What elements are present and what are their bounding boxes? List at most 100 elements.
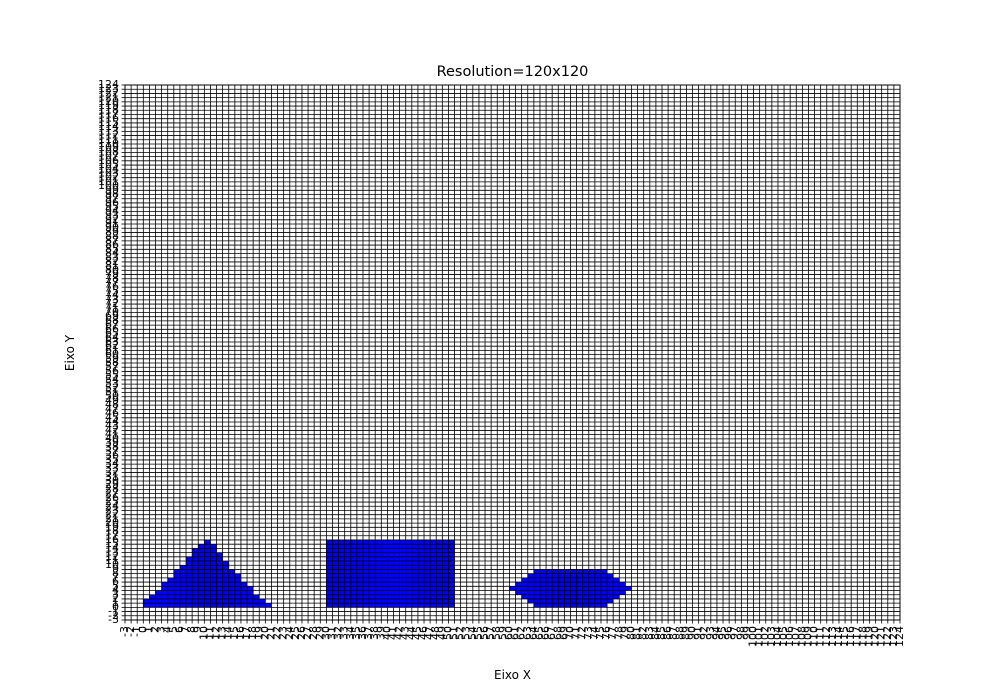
- y-tick-label: 5: [112, 579, 119, 592]
- x-tick-label: 40: [380, 626, 393, 640]
- y-tick-label: 119: [98, 99, 119, 112]
- x-tick-label: 30: [319, 626, 332, 640]
- x-tick-label: 28: [307, 626, 320, 640]
- y-tick-label: 74: [105, 289, 119, 302]
- y-tick-label: 122: [98, 86, 119, 99]
- x-tick-label: 24: [283, 626, 296, 640]
- x-axis-ticks: -3-2-10123456789101112131415161718192021…: [118, 620, 906, 647]
- y-tick-label: 37: [105, 444, 119, 457]
- y-tick-label: 79: [105, 268, 119, 281]
- y-tick-label: 120: [98, 95, 119, 108]
- x-tick-label: 95: [716, 626, 729, 640]
- y-tick-label: 100: [98, 179, 119, 192]
- y-tick-label: 91: [105, 217, 119, 230]
- y-tick-label: 117: [98, 107, 119, 120]
- x-tick-label: 117: [850, 626, 863, 647]
- x-tick-label: 62: [515, 626, 528, 640]
- x-tick-label: 99: [740, 626, 753, 640]
- x-tick-label: 81: [631, 626, 644, 640]
- x-tick-label: 22: [271, 626, 284, 640]
- y-tick-label: 32: [105, 466, 119, 479]
- x-tick-label: -2: [124, 626, 137, 637]
- x-tick-label: 37: [362, 626, 375, 640]
- y-tick-label: 28: [105, 482, 119, 495]
- y-tick-label: 57: [105, 360, 119, 373]
- y-tick-label: 85: [105, 242, 119, 255]
- x-tick-label: 72: [576, 626, 589, 640]
- x-tick-label: 100: [747, 626, 760, 647]
- x-tick-label: 79: [618, 626, 631, 640]
- y-tick-label: 50: [105, 390, 119, 403]
- x-tick-label: 84: [649, 626, 662, 640]
- x-tick-label: 115: [838, 626, 851, 647]
- x-tick-label: 46: [417, 626, 430, 640]
- x-tick-label: 55: [472, 626, 485, 640]
- x-tick-label: 44: [405, 626, 418, 640]
- x-tick-label: 124: [893, 626, 906, 647]
- y-tick-label: 44: [105, 415, 119, 428]
- y-tick-label: 7: [112, 571, 119, 584]
- x-tick-label: 87: [667, 626, 680, 640]
- y-tick-label: 114: [98, 120, 119, 133]
- x-tick-label: 122: [881, 626, 894, 647]
- y-tick-label: 24: [105, 499, 119, 512]
- x-tick-label: 80: [624, 626, 637, 640]
- x-tick-label: 13: [216, 626, 229, 640]
- x-tick-label: 60: [502, 626, 515, 640]
- y-tick-label: 96: [105, 196, 119, 209]
- y-tick-label: 36: [105, 449, 119, 462]
- y-tick-label: 42: [105, 423, 119, 436]
- x-tick-label: 12: [210, 626, 223, 640]
- y-tick-label: 70: [105, 305, 119, 318]
- x-tick-label: 86: [661, 626, 674, 640]
- y-tick-label: -1: [108, 605, 119, 618]
- y-tick-label: 118: [98, 103, 119, 116]
- y-tick-label: 62: [105, 339, 119, 352]
- x-tick-label: 109: [801, 626, 814, 647]
- x-tick-label: 110: [808, 626, 821, 647]
- y-tick-label: 31: [105, 470, 119, 483]
- y-tick-label: 23: [105, 503, 119, 516]
- y-tick-label: 19: [105, 520, 119, 533]
- y-tick-label: 90: [105, 221, 119, 234]
- y-tick-label: 41: [105, 428, 119, 441]
- triangle-cell-run: [143, 603, 272, 608]
- x-tick-label: 56: [478, 626, 491, 640]
- x-tick-label: 32: [332, 626, 345, 640]
- x-tick-label: 82: [637, 626, 650, 640]
- x-tick-label: 20: [258, 626, 271, 640]
- x-tick-label: 77: [606, 626, 619, 640]
- y-tick-label: 56: [105, 364, 119, 377]
- y-tick-label: 84: [105, 247, 119, 260]
- y-tick-label: 53: [105, 377, 119, 390]
- y-tick-label: 21: [105, 512, 119, 525]
- x-tick-label: 21: [264, 626, 277, 640]
- y-axis-label: Eixo Y: [63, 334, 77, 371]
- y-tick-label: 39: [105, 436, 119, 449]
- y-tick-label: 18: [105, 525, 119, 538]
- x-tick-label: 2: [149, 626, 162, 633]
- y-tick-label: 113: [98, 124, 119, 137]
- x-tick-label: 98: [734, 626, 747, 640]
- x-tick-label: 61: [509, 626, 522, 640]
- x-tick-label: 101: [753, 626, 766, 647]
- x-tick-label: 35: [350, 626, 363, 640]
- x-tick-label: 70: [563, 626, 576, 640]
- x-tick-label: 47: [423, 626, 436, 640]
- x-tick-label: 89: [679, 626, 692, 640]
- x-tick-label: -1: [130, 626, 143, 637]
- x-tick-label: 19: [252, 626, 265, 640]
- y-tick-label: 51: [105, 386, 119, 399]
- x-tick-label: 23: [277, 626, 290, 640]
- y-tick-label: -3: [108, 613, 119, 626]
- y-tick-label: 97: [105, 192, 119, 205]
- y-tick-label: 87: [105, 234, 119, 247]
- x-tick-label: 71: [570, 626, 583, 640]
- x-tick-label: 112: [820, 626, 833, 647]
- x-tick-label: 5: [167, 626, 180, 633]
- x-tick-label: 17: [240, 626, 253, 640]
- x-tick-label: 111: [814, 626, 827, 647]
- x-tick-label: 6: [173, 626, 186, 633]
- x-tick-label: 64: [527, 626, 540, 640]
- x-tick-label: 73: [582, 626, 595, 640]
